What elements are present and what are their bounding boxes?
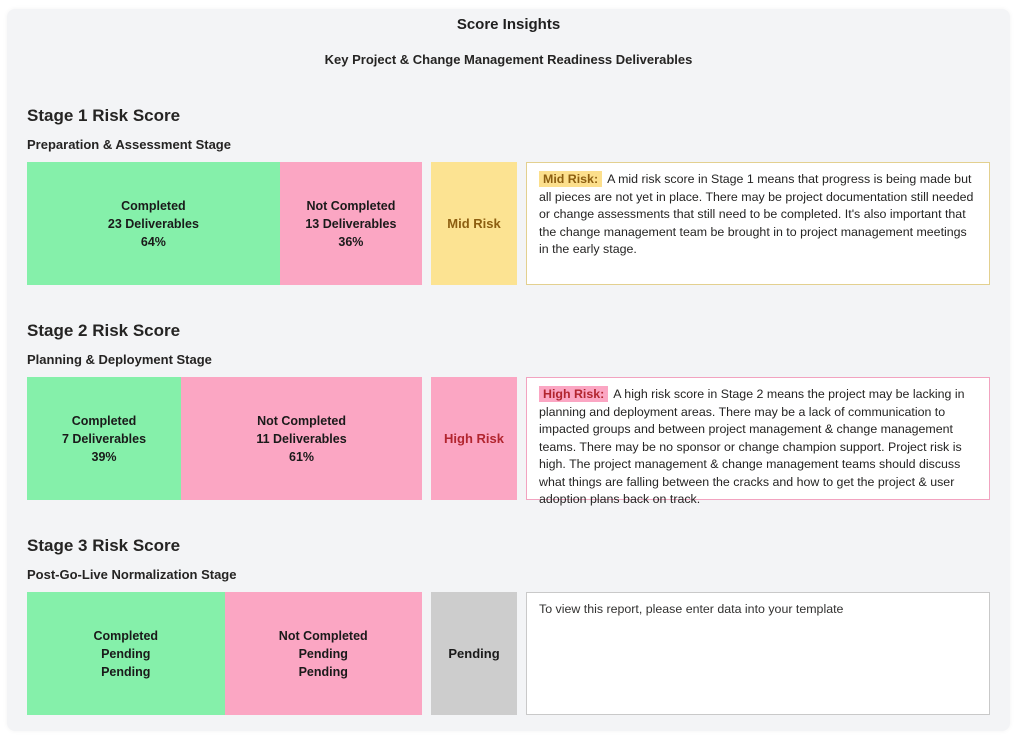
page-subtitle: Key Project & Change Management Readines… bbox=[324, 52, 693, 67]
segment-label-line: Pending bbox=[298, 646, 348, 661]
stage-2-not-completed-segment[interactable]: Not Completed 11 Deliverables 61% bbox=[181, 377, 422, 500]
stage-1-section: Stage 1 Risk Score Preparation & Assessm… bbox=[27, 105, 990, 285]
stage-3-row: Completed Pending Pending Not Completed … bbox=[27, 592, 990, 715]
segment-label-line: Not Completed bbox=[278, 628, 368, 643]
score-insights-card: Score Insights Key Project & Change Mana… bbox=[7, 9, 1010, 731]
stage-2-section: Stage 2 Risk Score Planning & Deployment… bbox=[27, 320, 990, 506]
segment-label-line: 7 Deliverables bbox=[61, 431, 147, 446]
segment-label-line: Completed bbox=[71, 413, 137, 428]
segment-label-line: Pending bbox=[101, 664, 151, 679]
segment-label-line: Not Completed bbox=[306, 198, 396, 213]
stage-2-note-label: High Risk: bbox=[539, 386, 609, 402]
segment-label-line: 61% bbox=[289, 449, 315, 464]
stage-2-completed-segment[interactable]: Completed 7 Deliverables 39% bbox=[27, 377, 182, 500]
stage-2-subheading: Planning & Deployment Stage bbox=[27, 352, 212, 367]
segment-label-line: Pending bbox=[298, 664, 348, 679]
stage-1-subheading: Preparation & Assessment Stage bbox=[27, 137, 231, 152]
stage-3-risk-badge[interactable]: Pending bbox=[431, 592, 517, 715]
stage-2-note-box: High Risk: A high risk score in Stage 2 m… bbox=[526, 377, 990, 506]
segment-label-line: 64% bbox=[140, 234, 166, 249]
stage-1-stacked-bar: Completed 23 Deliverables 64% Not Comple… bbox=[27, 162, 422, 285]
stage-1-note-text: A mid risk score in Stage 1 means that p… bbox=[539, 172, 974, 256]
stage-3-section: Stage 3 Risk Score Post-Go-Live Normaliz… bbox=[27, 535, 990, 715]
stage-1-row: Completed 23 Deliverables 64% Not Comple… bbox=[27, 162, 990, 285]
segment-label-line: Completed bbox=[93, 628, 159, 643]
stage-3-not-completed-segment[interactable]: Not Completed Pending Pending bbox=[224, 592, 422, 715]
stage-1-not-completed-segment[interactable]: Not Completed 13 Deliverables 36% bbox=[279, 162, 422, 285]
segment-label-line: Pending bbox=[101, 646, 151, 661]
stage-3-note-box: To view this report, please enter data i… bbox=[526, 592, 990, 715]
segment-label-line: 13 Deliverables bbox=[305, 216, 397, 231]
segment-label-line: 36% bbox=[338, 234, 364, 249]
segment-label-line: 39% bbox=[91, 449, 117, 464]
stage-1-note-label: Mid Risk: bbox=[539, 171, 603, 187]
stage-2-heading: Stage 2 Risk Score bbox=[27, 321, 181, 340]
stage-2-risk-badge[interactable]: High Risk bbox=[431, 377, 517, 500]
segment-label-line: Completed bbox=[121, 198, 186, 213]
stage-3-stacked-bar: Completed Pending Pending Not Completed … bbox=[27, 592, 422, 715]
stage-2-note-text: A high risk score in Stage 2 means the p… bbox=[539, 387, 965, 506]
stage-1-note-box: Mid Risk: A mid risk score in Stage 1 mea… bbox=[526, 162, 990, 285]
segment-label-line: Not Completed bbox=[257, 413, 346, 428]
stage-2-row: Completed 7 Deliverables 39% Not Complet… bbox=[27, 377, 990, 506]
stage-3-completed-segment[interactable]: Completed Pending Pending bbox=[27, 592, 225, 715]
stage-1-heading: Stage 1 Risk Score bbox=[27, 106, 181, 125]
stage-3-note-text: To view this report, please enter data i… bbox=[539, 602, 844, 616]
stage-3-heading: Stage 3 Risk Score bbox=[27, 536, 181, 555]
stage-3-subheading: Post-Go-Live Normalization Stage bbox=[27, 567, 237, 582]
segment-label-line: 11 Deliverables bbox=[256, 431, 347, 446]
page-title: Score Insights bbox=[456, 16, 561, 33]
stage-1-risk-badge[interactable]: Mid Risk bbox=[431, 162, 517, 285]
stage-1-completed-segment[interactable]: Completed 23 Deliverables 64% bbox=[27, 162, 280, 285]
segment-label-line: 23 Deliverables bbox=[107, 216, 199, 231]
stage-2-stacked-bar: Completed 7 Deliverables 39% Not Complet… bbox=[27, 377, 422, 500]
